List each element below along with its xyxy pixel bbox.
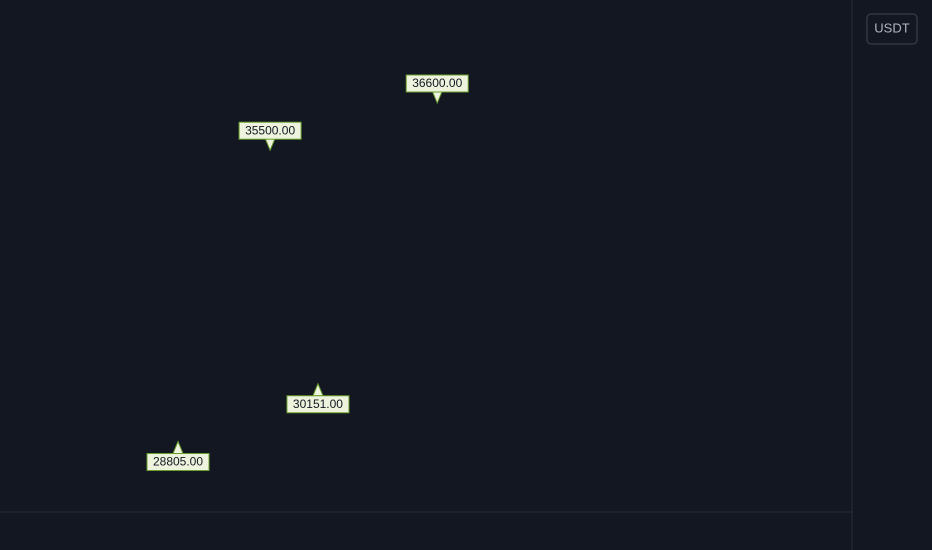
swing-label: 30151.00 [293, 397, 343, 411]
swing-annotation: 28805.00 [146, 440, 210, 472]
y-unit: USDT [874, 20, 909, 35]
swing-label: 28805.00 [153, 455, 203, 469]
swing-box [405, 74, 469, 93]
swing-box [146, 453, 210, 472]
swing-annotation: 35500.00 [238, 121, 302, 152]
swing-annotation: 30151.00 [286, 382, 350, 414]
swing-box [286, 395, 350, 414]
swing-label: 36600.00 [412, 76, 462, 90]
unit-badge [866, 13, 918, 45]
swing-annotation: 36600.00 [405, 74, 469, 105]
swing-box [238, 121, 302, 140]
swing-label: 35500.00 [245, 123, 295, 137]
